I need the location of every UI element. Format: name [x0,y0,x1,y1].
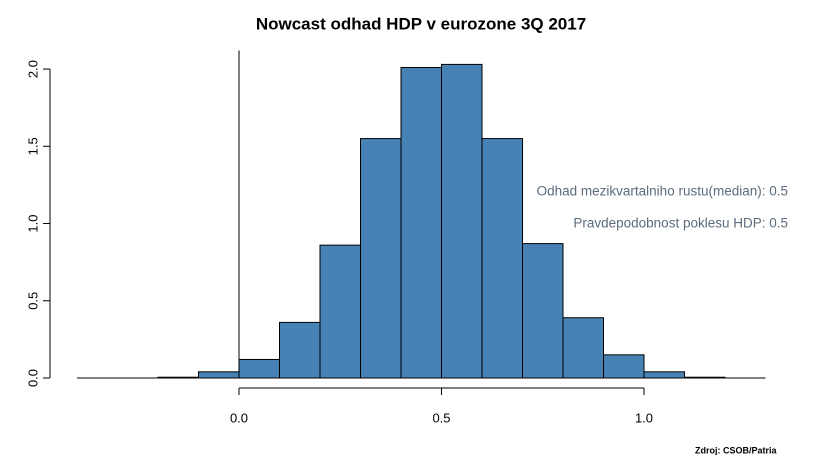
y-tick-label: 2.0 [25,60,40,78]
annotation: Pravdepodobnost poklesu HDP: 0.5 [573,216,788,231]
bar [360,138,402,379]
y-tick-label: 1.5 [25,137,40,155]
chart-title: Nowcast odhad HDP v eurozone 3Q 2017 [256,14,586,33]
bar [279,321,321,379]
x-tick-label: 0.5 [432,410,450,425]
annotation: Odhad mezikvartalniho rustu(median): 0.5 [537,184,788,199]
bar [562,317,604,379]
bar [603,354,645,379]
bar [400,66,442,379]
bar [643,371,685,379]
x-tick-label: 1.0 [635,410,653,425]
bar [481,138,523,379]
bar [198,371,240,379]
source: Zdroj: CSOB/Patria [695,445,778,455]
bar [522,243,564,379]
bar [238,358,280,379]
bar [319,244,361,379]
y-tick-label: 0.5 [25,292,40,310]
bar [441,63,483,379]
y-tick-label: 1.0 [25,214,40,232]
x-tick-label: 0.0 [230,410,248,425]
y-tick-label: 0.0 [25,369,40,387]
